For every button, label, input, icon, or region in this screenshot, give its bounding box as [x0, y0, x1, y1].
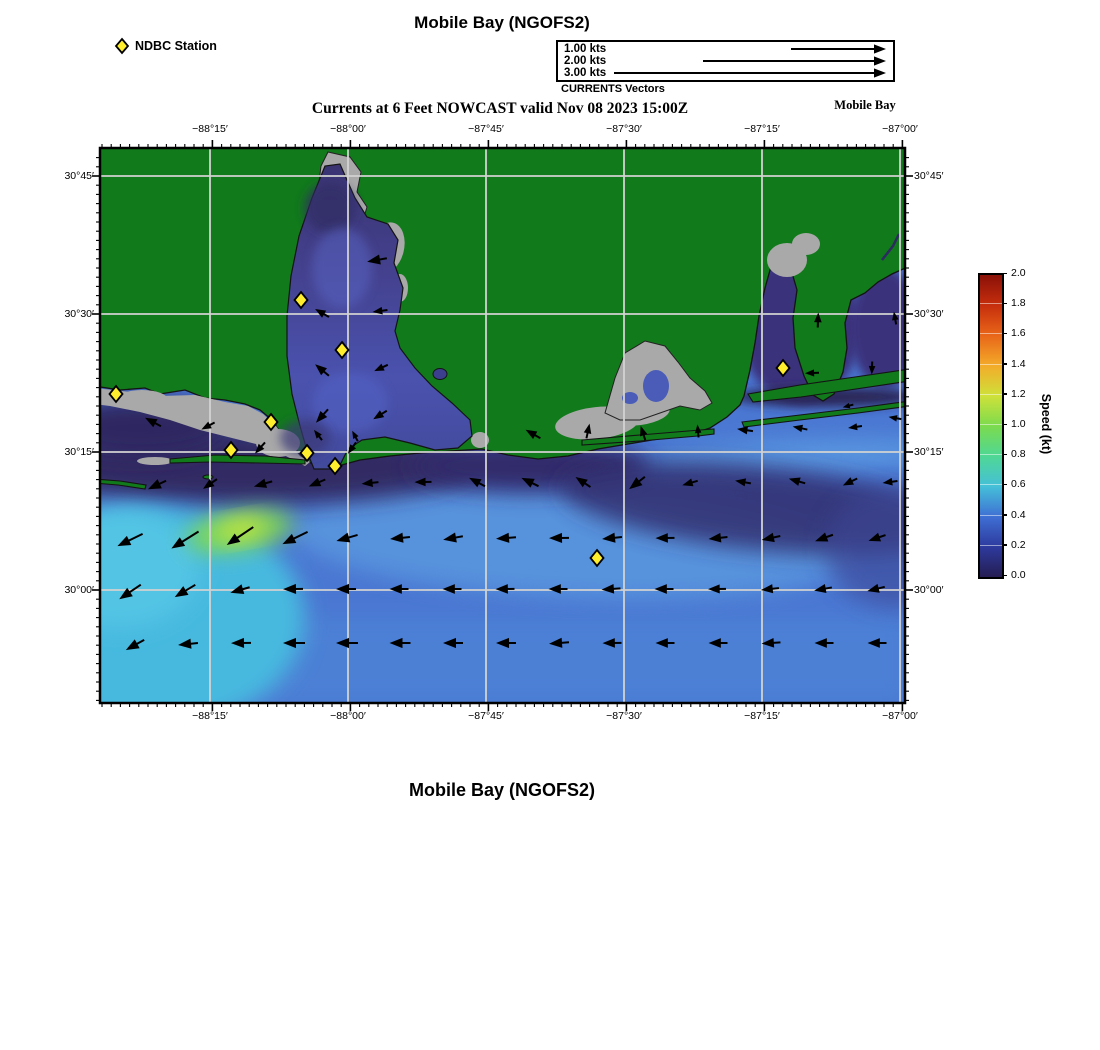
colorbar-tick-label: 1.4: [1011, 357, 1026, 370]
colorbar: [978, 273, 1004, 579]
colorbar-tick-label: 1.6: [1011, 327, 1026, 340]
valid-time-subtitle: Currents at 6 Feet NOWCAST valid Nov 08 …: [311, 100, 689, 117]
lon-tick-label: −87°15′: [744, 710, 780, 722]
colorbar-tick-label: 2.0: [1011, 267, 1026, 279]
colorbar-tick-label: 0.0: [1011, 569, 1026, 581]
colorbar-gridline: [980, 333, 1002, 335]
colorbar-tick-label: 1.8: [1011, 297, 1026, 310]
colorbar-tick: [1002, 544, 1007, 546]
lon-tick-label: −88°00′: [330, 710, 366, 722]
colorbar-tick-label: 1.0: [1011, 418, 1026, 430]
lat-tick-label: 30°30′: [64, 308, 94, 320]
lon-tick-label: −87°15′: [744, 123, 780, 135]
colorbar-tick: [1002, 453, 1007, 456]
colorbar-tick-label: 0.4: [1011, 508, 1026, 521]
vector-legend-caption: CURRENTS Vectors: [561, 83, 665, 95]
colorbar-tick: [1002, 363, 1007, 365]
ndbc-legend-label: NDBC Station: [135, 39, 217, 53]
blackwater-river: [881, 233, 901, 261]
colorbar-tick: [1002, 393, 1007, 395]
perdido-lagoon-small: [622, 392, 638, 404]
region-label: Mobile Bay: [834, 98, 896, 112]
colorbar-gridline: [980, 363, 1002, 365]
lat-tick-label: 30°15′: [914, 446, 944, 458]
barrier-islands: [100, 369, 905, 490]
map-border: [98, 146, 907, 705]
current-vectors: [117, 254, 902, 651]
ndbc-station-marker: [589, 548, 605, 568]
colorbar-gridline: [980, 393, 1002, 395]
page-title: Mobile Bay (NGOFS2): [414, 13, 590, 32]
perdido-lagoon: [643, 370, 669, 402]
vector-legend-entry: 3.00 kts: [564, 67, 607, 79]
ndbc-station-marker: [299, 443, 315, 463]
currents-map: [92, 140, 913, 711]
vector-legend-entry: 2.00 kts: [564, 55, 607, 67]
lon-tick-label: −87°30′: [606, 710, 642, 722]
colorbar-gridline: [980, 424, 1002, 425]
colorbar-gridline: [980, 454, 1002, 456]
ndbc-station-icon: [114, 37, 130, 55]
colorbar-tick: [1002, 574, 1007, 576]
lat-tick-label: 30°30′: [914, 308, 944, 320]
colorbar-gridline: [980, 303, 1002, 305]
colorbar-label: Speed (kt): [1039, 393, 1053, 455]
ndbc-station-marker: [334, 340, 350, 360]
bay-speed-shading: [280, 183, 388, 456]
ndbc-station-marker: [327, 456, 343, 476]
ndbc-legend: NDBC Station: [113, 37, 217, 55]
lat-tick-label: 30°00′: [914, 584, 944, 596]
vector-legend-arrows: [614, 44, 886, 78]
gridlines: [100, 148, 905, 703]
lat-tick-label: 30°45′: [914, 170, 944, 182]
colorbar-tick-label: 0.8: [1011, 448, 1026, 461]
ndbc-station-marker: [223, 440, 239, 460]
lon-tick-label: −87°00′: [882, 123, 918, 135]
colorbar-tick: [1002, 423, 1007, 425]
ndbc-stations: [108, 290, 791, 568]
colorbar-gridline: [980, 514, 1002, 516]
vector-legend-entry: 1.00 kts: [564, 43, 607, 55]
lon-tick-label: −88°00′: [330, 123, 366, 135]
ndbc-station-marker: [108, 384, 124, 404]
lon-tick-label: −87°45′: [468, 123, 504, 135]
colorbar-tick-label: 0.6: [1011, 478, 1026, 491]
lon-tick-label: −87°30′: [606, 123, 642, 135]
lon-tick-label: −88°15′: [192, 123, 228, 135]
colorbar-tick-label: 0.2: [1011, 538, 1026, 551]
ndbc-station-marker: [775, 358, 791, 378]
colorbar-tick: [1002, 483, 1007, 486]
lon-tick-label: −87°45′: [468, 710, 504, 722]
lat-tick-label: 30°15′: [64, 446, 94, 458]
colorbar-tick: [1002, 302, 1007, 305]
colorbar-tick: [1002, 272, 1007, 274]
ndbc-station-marker: [263, 412, 279, 432]
colorbar-gridline: [980, 544, 1002, 546]
colorbar-tick-label: 1.2: [1011, 387, 1026, 400]
little-lagoon: [432, 368, 448, 380]
bottom-title: Mobile Bay (NGOFS2): [408, 780, 596, 800]
lon-tick-label: −87°00′: [882, 710, 918, 722]
lat-tick-label: 30°45′: [64, 170, 94, 182]
vector-legend-box: 1.00 kts 2.00 kts 3.00 kts: [556, 40, 895, 82]
ndbc-station-marker: [293, 290, 309, 310]
colorbar-tick: [1002, 332, 1007, 335]
colorbar-gridline: [980, 484, 1002, 486]
lon-tick-label: −88°15′: [192, 710, 228, 722]
colorbar-tick: [1002, 514, 1007, 516]
lat-tick-label: 30°00′: [64, 584, 94, 596]
